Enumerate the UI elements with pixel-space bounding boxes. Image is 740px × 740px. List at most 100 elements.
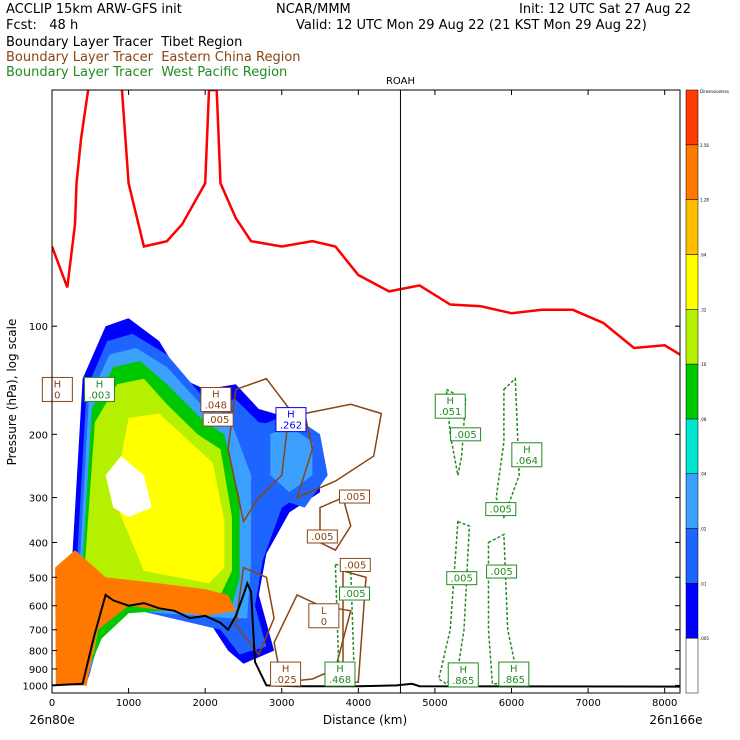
y-tick-label: 1000 — [23, 681, 48, 692]
annotation-text: H — [459, 665, 467, 676]
contour-annotation: H.064 — [511, 442, 543, 468]
tropopause-line — [52, 90, 680, 356]
contour-annotation: .005 — [339, 557, 371, 572]
colorbar-swatch — [685, 528, 699, 584]
contour-annotation: H.025 — [270, 661, 302, 687]
contour-annotation: H.865 — [447, 662, 479, 688]
plume-region-7 — [55, 550, 236, 686]
contour-annotation: .005 — [450, 427, 482, 442]
y-tick-label: 900 — [29, 665, 48, 676]
annotation-text: .005 — [343, 589, 365, 600]
annotation-text: .262 — [280, 421, 302, 432]
colorbar-swatch — [685, 637, 699, 694]
west-pacific-contour-1 — [445, 388, 467, 476]
colorbar: .005 .01 .02 .04 .08 .16 .32 .64 1.28 2.56 Dimensi… — [685, 89, 729, 694]
colorbar-swatch — [685, 89, 699, 146]
annotation-box — [339, 586, 371, 601]
annotation-text: H — [287, 410, 295, 421]
eastern-china-contour-1 — [227, 377, 291, 524]
contour-annotation: .005 — [202, 412, 234, 427]
colorbar-level-label: .02 — [700, 527, 707, 532]
annotation-box — [511, 442, 543, 468]
forecast-hour: Fcst: 48 h — [6, 18, 79, 33]
colorbar-swatch — [685, 309, 699, 365]
contour-annotation: .005 — [339, 586, 371, 601]
contour-annotation: L0 — [308, 603, 340, 629]
annotation-text: H — [510, 664, 518, 675]
annotation-text: .468 — [329, 675, 351, 686]
colorbar-swatch — [685, 144, 699, 200]
terrain-line — [51, 580, 681, 688]
x-tick-label: 5000 — [422, 698, 447, 709]
west-pacific-contour-2 — [437, 520, 471, 685]
tracer-plume — [55, 318, 328, 686]
contour-annotation: .005 — [339, 489, 371, 504]
contour-annotation: H.262 — [275, 407, 307, 433]
left-endpoint-label: 26n80e — [29, 713, 75, 727]
y-tick-label: 100 — [29, 322, 48, 333]
contour-annotation: H.051 — [434, 393, 466, 419]
y-tick-label: 800 — [29, 647, 48, 658]
y-tick-label: 700 — [29, 626, 48, 637]
colorbar-level-label: .16 — [700, 362, 707, 367]
contour-annotation: H.865 — [498, 661, 530, 687]
colorbar-swatch — [685, 473, 699, 529]
annotation-text: H — [282, 664, 290, 675]
x-axis-ticks: 0 1000 2000 3000 4000 5000 6000 7000 8000 — [49, 90, 677, 709]
contour-annotation: H.048 — [200, 387, 232, 413]
x-tick-label: 7000 — [575, 698, 600, 709]
y-tick-label: 500 — [29, 573, 48, 584]
annotation-text: .005 — [451, 574, 473, 585]
annotation-text: H — [212, 390, 220, 401]
colorbar-level-label: .01 — [700, 581, 707, 586]
colorbar-swatch — [685, 363, 699, 420]
eastern-china-contour-4 — [235, 566, 275, 656]
valid-time: Valid: 12 UTC Mon 29 Aug 22 (21 KST Mon … — [296, 18, 647, 33]
contour-annotation: .005 — [446, 571, 478, 586]
right-endpoint-label: 26n166e — [649, 713, 702, 727]
annotation-text: .005 — [490, 567, 512, 578]
y-tick-label: 600 — [29, 602, 48, 613]
annotation-box — [485, 502, 517, 517]
init-time: Init: 12 UTC Sat 27 Aug 22 — [519, 2, 692, 17]
annotation-box — [306, 529, 338, 544]
annotation-text: .005 — [311, 532, 333, 543]
x-tick-label: 2000 — [192, 698, 217, 709]
eastern-china-contour-2 — [295, 403, 383, 499]
annotation-text: H — [96, 379, 104, 390]
x-tick-label: 4000 — [346, 698, 371, 709]
colorbar-level-label: .08 — [700, 417, 707, 422]
annotation-text: .025 — [274, 675, 296, 686]
legend-eastern-china: Boundary Layer Tracer Eastern China Regi… — [6, 50, 301, 65]
legend-tibet: Boundary Layer Tracer Tibet Region — [6, 35, 243, 50]
colorbar-title: Dimensionless — [700, 89, 729, 94]
x-tick-label: 8000 — [652, 698, 677, 709]
annotation-text: .005 — [207, 415, 229, 426]
y-tick-label: 400 — [29, 538, 48, 549]
annotations: H0H.003 H.048.005 H.262H.051.005H.064.005.… — [41, 376, 543, 688]
annotation-box — [202, 412, 234, 427]
annotation-box — [447, 662, 479, 688]
legend-west-pacific: Boundary Layer Tracer West Pacific Regio… — [6, 65, 288, 80]
annotation-box — [324, 661, 356, 687]
x-tick-label: 6000 — [499, 698, 524, 709]
x-tick-label: 1000 — [116, 698, 141, 709]
y-axis-ticks: 100 200 300 400 500 600 700 800 900 1000 — [23, 322, 680, 692]
annotation-text: .005 — [343, 492, 365, 503]
west-pacific-contour-3 — [495, 377, 520, 520]
annotation-text: L — [321, 606, 327, 617]
annotation-text: 0 — [321, 617, 327, 628]
colorbar-level-label: .04 — [700, 472, 707, 477]
annotation-text: .005 — [454, 430, 476, 441]
annotation-box — [270, 661, 302, 687]
annotation-box — [498, 661, 530, 687]
annotation-text: H — [54, 379, 62, 390]
y-axis-label: Pressure (hPa), log scale — [5, 319, 19, 466]
colorbar-level-label: 1.28 — [700, 198, 709, 203]
roah-marker-label: ROAH — [386, 76, 415, 87]
colorbar-swatch — [685, 199, 699, 255]
annotation-text: .865 — [503, 675, 525, 686]
annotation-box — [83, 376, 115, 402]
contour-annotation: H0 — [41, 376, 73, 402]
annotation-box — [434, 393, 466, 419]
